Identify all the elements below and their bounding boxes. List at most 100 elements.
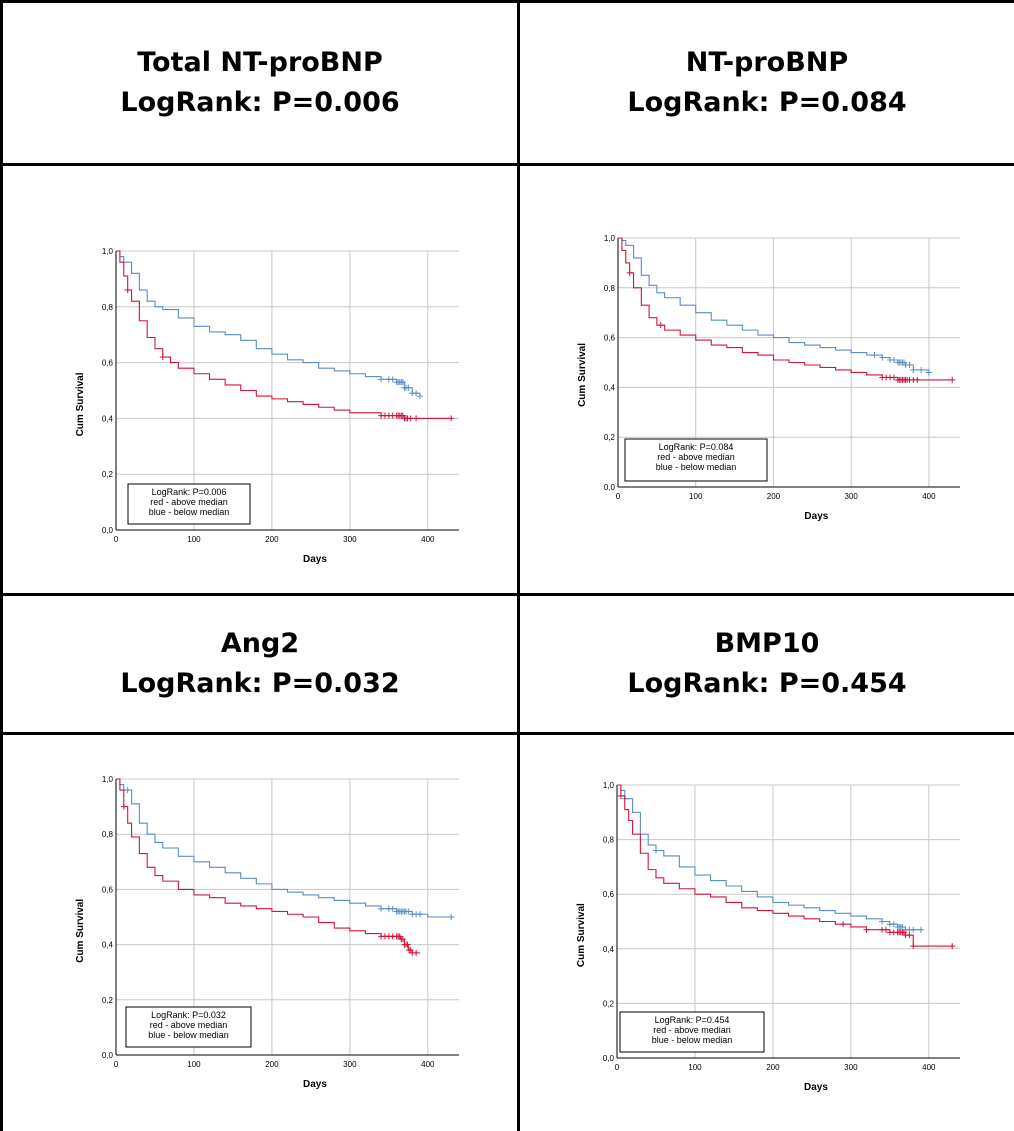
censor-mark xyxy=(863,926,870,933)
x-tick-label: 200 xyxy=(766,1063,780,1072)
y-axis-label: Cum Survival xyxy=(75,899,86,963)
frame-border-top xyxy=(0,0,1014,3)
panel-2-chart: 0 100 200 300 400 0,0 0,2 0,4 0,6 0,8 1,0 Days Cum S… xyxy=(520,166,1014,593)
legend-text: LogRank: P=0.454 xyxy=(655,1015,730,1025)
x-tick-label: 100 xyxy=(688,1063,702,1072)
legend-box xyxy=(127,483,251,525)
censor-mark xyxy=(378,905,385,912)
censor-mark xyxy=(906,361,913,368)
y-tick-label: 0,4 xyxy=(603,945,615,954)
x-tick-label: 300 xyxy=(343,1060,357,1069)
censor-mark xyxy=(389,376,396,383)
x-tick-label: 400 xyxy=(922,1063,936,1072)
legend-text: red - above median xyxy=(150,497,228,507)
x-tick-label: 0 xyxy=(616,492,621,501)
legend-text: red - above median xyxy=(653,1025,731,1035)
legend-text: blue - below median xyxy=(656,462,737,472)
y-tick-label: 0,6 xyxy=(604,334,616,343)
x-tick-label: 300 xyxy=(844,1063,858,1072)
y-tick-label: 0,0 xyxy=(604,483,616,492)
censor-mark xyxy=(413,949,420,956)
x-tick-label: 100 xyxy=(187,535,201,544)
panel-2-heading: NT-proBNP LogRank: P=0.084 xyxy=(520,3,1014,163)
series-line xyxy=(617,784,953,947)
censor-mark xyxy=(910,366,917,373)
km-plot-bmp10: 0 100 200 300 400 0,0 0,2 0,4 0,6 0,8 1,0 Days Cum S… xyxy=(576,781,960,1093)
panel-3-chart: 0 100 200 300 400 0,0 0,2 0,4 0,6 0,8 1,0 Days Cum S… xyxy=(3,735,517,1131)
censor-mark xyxy=(652,847,659,854)
censor-mark xyxy=(890,921,897,928)
censor-mark xyxy=(914,376,921,383)
x-tick-label: 400 xyxy=(922,492,936,501)
x-tick-label: 200 xyxy=(265,1060,279,1069)
panel-3-title: Ang2 xyxy=(220,628,300,659)
censor-mark xyxy=(407,415,414,422)
censor-mark xyxy=(413,415,420,422)
y-axis-label: Cum Survival xyxy=(75,372,86,436)
y-tick-label: 0,2 xyxy=(102,996,114,1005)
y-tick-label: 0,6 xyxy=(102,885,114,894)
x-tick-label: 300 xyxy=(343,535,357,544)
panel-2-logrank: LogRank: P=0.084 xyxy=(627,87,907,118)
series-line xyxy=(618,237,953,381)
frame-divider-row1 xyxy=(0,163,1014,166)
y-tick-label: 0,2 xyxy=(604,433,616,442)
y-tick-label: 0,4 xyxy=(604,383,616,392)
legend-text: LogRank: P=0.006 xyxy=(152,487,227,497)
km-plot-ntprobnp: 0 100 200 300 400 0,0 0,2 0,4 0,6 0,8 1,0 Days Cum S… xyxy=(577,234,960,522)
x-tick-label: 0 xyxy=(615,1063,620,1072)
y-tick-label: 1,0 xyxy=(603,781,615,790)
censor-mark xyxy=(124,787,131,794)
censor-mark xyxy=(949,943,956,950)
censor-mark xyxy=(949,376,956,383)
y-axis-label: Cum Survival xyxy=(577,343,588,407)
y-tick-label: 0,0 xyxy=(102,526,114,535)
frame-divider-row3 xyxy=(0,732,1014,735)
series-line xyxy=(617,784,922,931)
x-axis-label: Days xyxy=(303,1079,327,1090)
censor-mark xyxy=(404,941,411,948)
panel-2-title: NT-proBNP xyxy=(685,47,849,78)
legend-text: blue - below median xyxy=(652,1035,733,1045)
legend-box xyxy=(624,438,768,482)
censor-mark xyxy=(413,390,420,397)
censor-mark xyxy=(417,911,424,918)
panel-1-chart: 0 100 200 300 400 0,0 0,2 0,4 0,6 0,8 1,0 Days Cum S… xyxy=(3,166,517,593)
series-line xyxy=(116,250,421,397)
panel-3-logrank: LogRank: P=0.032 xyxy=(120,668,400,699)
censor-mark xyxy=(918,926,925,933)
legend-box xyxy=(125,1006,252,1048)
censor-mark xyxy=(910,926,917,933)
censor-mark xyxy=(405,908,412,915)
series-line xyxy=(116,778,421,954)
y-tick-label: 0,4 xyxy=(102,414,114,423)
legend-text: blue - below median xyxy=(149,507,230,517)
y-tick-label: 1,0 xyxy=(102,247,114,256)
censor-mark xyxy=(124,287,131,294)
censor-mark xyxy=(399,379,406,386)
y-tick-label: 0,2 xyxy=(603,999,615,1008)
legend-text: LogRank: P=0.084 xyxy=(659,442,734,452)
km-plot-ang2: 0 100 200 300 400 0,0 0,2 0,4 0,6 0,8 1,0 Days Cum S… xyxy=(75,775,459,1090)
x-tick-label: 200 xyxy=(767,492,781,501)
censor-mark xyxy=(159,354,166,361)
legend-text: red - above median xyxy=(657,452,735,462)
panel-4-title: BMP10 xyxy=(714,628,820,659)
x-tick-label: 400 xyxy=(421,535,435,544)
censor-mark xyxy=(378,376,385,383)
y-tick-label: 0,2 xyxy=(102,470,114,479)
censor-mark xyxy=(399,936,406,943)
frame-divider-row2 xyxy=(0,593,1014,596)
y-tick-label: 0,0 xyxy=(102,1051,114,1060)
censor-mark xyxy=(871,352,878,359)
censor-mark xyxy=(840,921,847,928)
censor-mark xyxy=(910,943,917,950)
censor-mark xyxy=(617,792,624,799)
y-tick-label: 1,0 xyxy=(102,775,114,784)
legend-text: blue - below median xyxy=(148,1030,229,1040)
panel-4-heading: BMP10 LogRank: P=0.454 xyxy=(520,596,1014,732)
panel-1-logrank: LogRank: P=0.006 xyxy=(120,87,400,118)
y-tick-label: 0,8 xyxy=(604,284,616,293)
censor-mark xyxy=(879,354,886,361)
censor-mark xyxy=(925,369,932,376)
